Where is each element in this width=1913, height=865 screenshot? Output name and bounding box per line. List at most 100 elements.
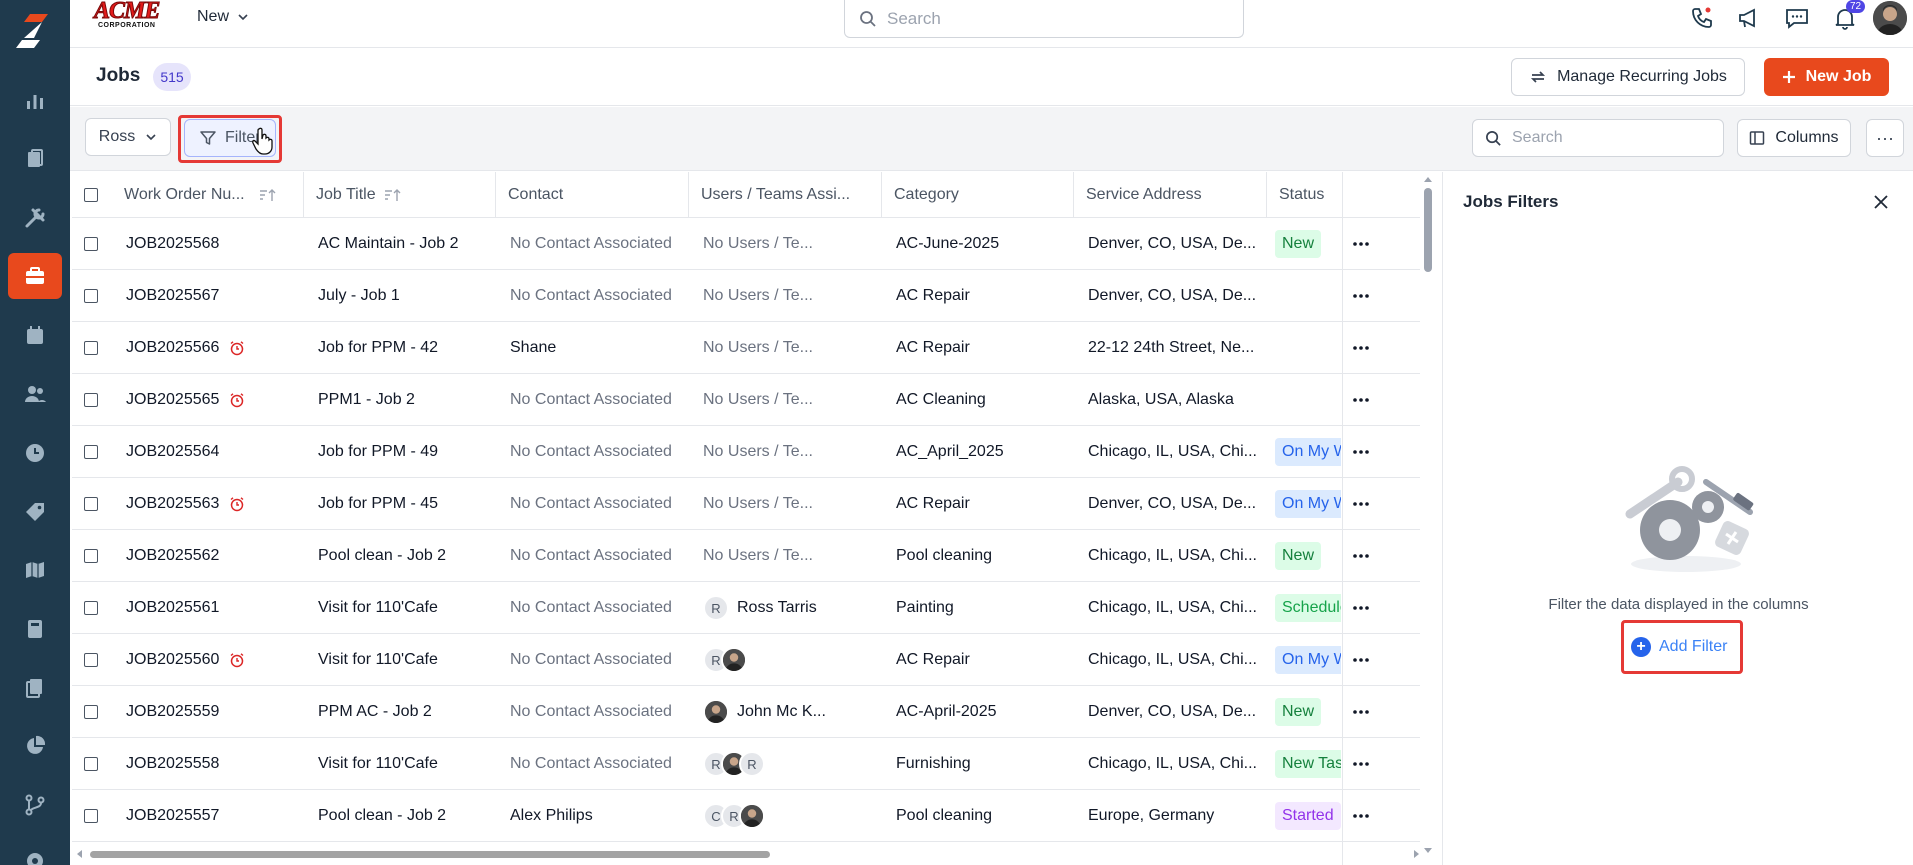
user-avatar[interactable] [1873,1,1907,35]
brand-logo[interactable]: ACME CORPORATION [93,0,168,32]
job-title-cell[interactable]: Visit for 110'Cafe [318,582,494,634]
work-order-cell[interactable]: JOB2025557 [126,790,302,842]
job-title-cell[interactable]: Visit for 110'Cafe [318,634,494,686]
new-job-button[interactable]: New Job [1764,58,1889,96]
row-checkbox[interactable] [84,237,98,251]
sidebar-item-invoices[interactable] [0,606,70,652]
table-search-input[interactable]: Search [1472,119,1724,157]
row-actions-button[interactable] [1346,426,1376,478]
row-checkbox[interactable] [84,653,98,667]
avatar[interactable] [703,699,729,725]
row-checkbox[interactable] [84,757,98,771]
work-order-cell[interactable]: JOB2025559 [126,686,302,738]
table-row[interactable]: JOB2025558 Visit for 110'Cafe No Contact A… [72,738,1420,790]
scroll-right-icon[interactable] [1412,848,1422,860]
app-logo-icon[interactable] [12,8,58,54]
vertical-scrollbar-thumb[interactable] [1424,188,1432,272]
row-checkbox[interactable] [84,549,98,563]
job-title-cell[interactable]: Pool clean - Job 2 [318,530,494,582]
row-checkbox[interactable] [84,289,98,303]
row-actions-button[interactable] [1346,634,1376,686]
sidebar-item-customers[interactable] [0,371,70,417]
table-row[interactable]: JOB2025559 PPM AC - Job 2 No Contact Assoc… [72,686,1420,738]
table-row[interactable]: JOB2025568 AC Maintain - Job 2 No Contact … [72,218,1420,270]
column-header-status[interactable]: Status [1267,172,1343,218]
sort-icon[interactable] [259,188,277,202]
sidebar-item-map[interactable] [0,547,70,593]
row-actions-button[interactable] [1346,374,1376,426]
work-order-cell[interactable]: JOB2025568 [126,218,302,270]
sidebar-item-work-orders[interactable] [0,136,70,182]
job-title-cell[interactable]: Job for PPM - 42 [318,322,494,374]
sidebar-item-dashboard[interactable] [0,78,70,124]
work-order-cell[interactable]: JOB2025560 [126,634,302,686]
work-order-cell[interactable]: JOB2025567 [126,270,302,322]
table-row[interactable]: JOB2025563 Job for PPM - 45 No Contact Ass… [72,478,1420,530]
notifications[interactable]: 72 [1831,0,1866,32]
table-row[interactable]: JOB2025566 Job for PPM - 42 Shane No Users … [72,322,1420,374]
horizontal-scrollbar[interactable] [72,848,1422,860]
table-row[interactable]: JOB2025564 Job for PPM - 49 No Contact Ass… [72,426,1420,478]
megaphone-icon[interactable] [1735,4,1763,32]
scroll-left-icon[interactable] [74,848,84,860]
job-title-cell[interactable]: July - Job 1 [318,270,494,322]
work-order-cell[interactable]: JOB2025566 [126,322,302,374]
avatar[interactable]: R [703,595,729,621]
row-actions-button[interactable] [1346,582,1376,634]
sidebar-item-workflow[interactable] [0,782,70,828]
horizontal-scrollbar-thumb[interactable] [90,851,770,858]
close-icon[interactable] [1871,192,1891,212]
work-order-cell[interactable]: JOB2025563 [126,478,302,530]
new-menu[interactable]: New [197,8,249,26]
scroll-down-icon[interactable] [1422,846,1434,856]
avatar[interactable]: R [739,751,765,777]
work-order-cell[interactable]: JOB2025561 [126,582,302,634]
job-title-cell[interactable]: Job for PPM - 45 [318,478,494,530]
avatar[interactable] [721,647,747,673]
column-header-work-order[interactable]: Work Order Nu... [112,172,304,218]
row-actions-button[interactable] [1346,686,1376,738]
sidebar-item-documents[interactable] [0,665,70,711]
columns-button[interactable]: Columns [1737,119,1851,157]
sidebar-item-calendar[interactable] [0,312,70,358]
global-search-input[interactable]: Search [844,0,1244,38]
row-checkbox[interactable] [84,705,98,719]
job-title-cell[interactable]: AC Maintain - Job 2 [318,218,494,270]
row-actions-button[interactable] [1346,322,1376,374]
sort-icon[interactable] [384,188,402,202]
work-order-cell[interactable]: JOB2025558 [126,738,302,790]
row-actions-button[interactable] [1346,478,1376,530]
work-order-cell[interactable]: JOB2025562 [126,530,302,582]
add-filter-button[interactable]: + Add Filter [1631,630,1727,664]
more-options-button[interactable]: ··· [1866,119,1904,157]
table-row[interactable]: JOB2025557 Pool clean - Job 2 Alex Philips… [72,790,1420,842]
sidebar-item-tools[interactable] [0,195,70,241]
phone-icon[interactable] [1688,4,1716,32]
sidebar-item-reports[interactable] [0,723,70,769]
table-row[interactable]: JOB2025567 July - Job 1 No Contact Associa… [72,270,1420,322]
job-title-cell[interactable]: PPM AC - Job 2 [318,686,494,738]
row-actions-button[interactable] [1346,270,1376,322]
job-title-cell[interactable]: Job for PPM - 49 [318,426,494,478]
avatar[interactable] [739,803,765,829]
sidebar-item-jobs[interactable] [0,253,70,299]
select-all-checkbox[interactable] [84,188,98,202]
table-row[interactable]: JOB2025565 PPM1 - Job 2 No Contact Associa… [72,374,1420,426]
job-title-cell[interactable]: Visit for 110'Cafe [318,738,494,790]
work-order-cell[interactable]: JOB2025564 [126,426,302,478]
scroll-up-icon[interactable] [1422,174,1434,184]
column-header-contact[interactable]: Contact [496,172,689,218]
sidebar-item-settings[interactable] [0,838,70,865]
vertical-scrollbar[interactable] [1422,172,1434,853]
job-title-cell[interactable]: PPM1 - Job 2 [318,374,494,426]
row-checkbox[interactable] [84,393,98,407]
sidebar-item-time[interactable] [0,430,70,476]
sidebar-item-pricing[interactable] [0,489,70,535]
manage-recurring-jobs-button[interactable]: Manage Recurring Jobs [1511,58,1745,96]
column-header-service-address[interactable]: Service Address [1074,172,1267,218]
row-checkbox[interactable] [84,497,98,511]
column-header-users-teams[interactable]: Users / Teams Assi... [689,172,882,218]
row-checkbox[interactable] [84,445,98,459]
work-order-cell[interactable]: JOB2025565 [126,374,302,426]
row-actions-button[interactable] [1346,218,1376,270]
